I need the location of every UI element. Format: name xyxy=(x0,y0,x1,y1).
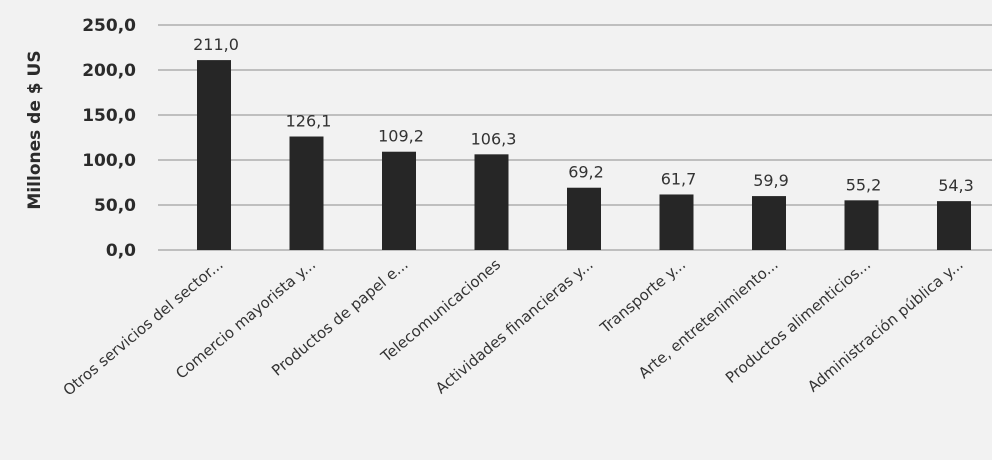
bar xyxy=(382,151,416,250)
bar xyxy=(197,60,231,250)
x-tick-label: Otros servicios del sector... xyxy=(60,255,227,399)
bar xyxy=(844,200,879,250)
y-tick-label: 100,0 xyxy=(82,151,136,171)
data-label: 106,3 xyxy=(471,129,517,148)
data-label: 211,0 xyxy=(193,35,239,54)
y-axis-ticks: 0,0 50,0 100,0 150,0 200,0 250,0 xyxy=(82,16,136,261)
x-tick-label: Actividades financieras y... xyxy=(432,255,597,397)
bar xyxy=(289,136,324,250)
y-tick-label: 200,0 xyxy=(82,61,136,81)
y-tick-label: 150,0 xyxy=(82,106,136,126)
bars xyxy=(197,60,971,250)
data-label: 126,1 xyxy=(286,112,332,131)
y-axis-label: Millones de $ US xyxy=(25,50,45,209)
bar xyxy=(474,154,509,250)
data-label: 54,3 xyxy=(938,176,974,195)
bar xyxy=(752,196,786,250)
y-tick-label: 0,0 xyxy=(106,241,136,261)
bar xyxy=(937,201,971,250)
x-axis-labels: Otros servicios del sector...Comercio ma… xyxy=(60,255,967,399)
data-labels: 211,0 126,1 109,2 106,3 69,2 61,7 59,9 55,2 54,3 xyxy=(193,35,974,195)
x-tick-label: Administración pública y... xyxy=(804,255,967,395)
data-label: 61,7 xyxy=(661,169,697,188)
x-tick-label: Transporte y... xyxy=(596,255,689,337)
data-label: 69,2 xyxy=(568,163,604,182)
data-label: 59,9 xyxy=(753,171,789,190)
bar xyxy=(567,187,601,250)
bar xyxy=(659,194,694,250)
data-label: 109,2 xyxy=(378,127,424,146)
y-tick-label: 250,0 xyxy=(82,16,136,36)
y-tick-label: 50,0 xyxy=(94,196,136,216)
x-tick-label: Productos alimenticios... xyxy=(722,255,874,387)
data-label: 55,2 xyxy=(846,175,882,194)
